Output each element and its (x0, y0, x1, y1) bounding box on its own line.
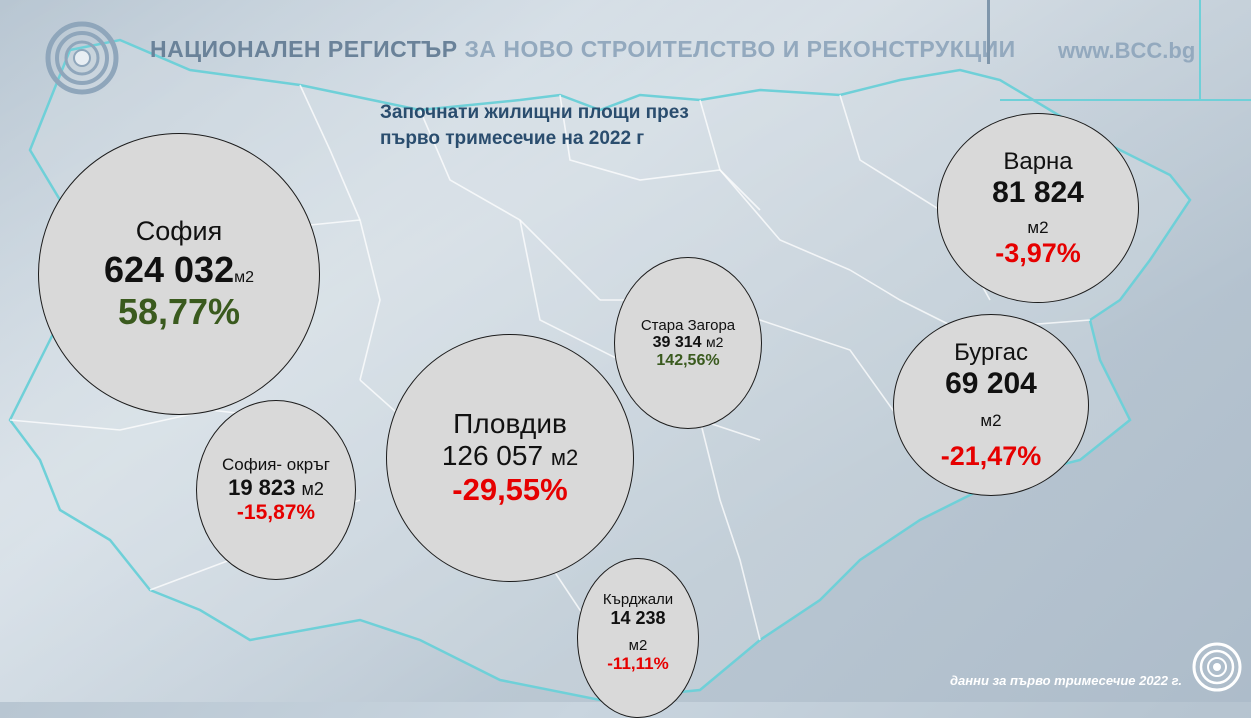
registry-title: НАЦИОНАЛЕН РЕГИСТЪР ЗА НОВО СТРОИТЕЛСТВО… (150, 36, 1016, 63)
city-name: София (135, 215, 223, 246)
value-unit: м2 (628, 636, 648, 654)
value-number: 14 238 (610, 607, 666, 628)
city-change: 58,77% (117, 290, 241, 332)
bcc-logo-icon (45, 21, 119, 95)
city-value: 126 057 м2 (442, 440, 578, 472)
page-subtitle: Започнати жилищни площи през първо триме… (380, 100, 689, 152)
value-unit: м2 (550, 445, 579, 470)
city-value: 39 314 м2 (653, 334, 724, 352)
city-change: 142,56% (656, 351, 720, 369)
value-number: 39 314 (652, 333, 702, 351)
subtitle-line2: първо тримесечие на 2022 г (380, 128, 645, 149)
bcc-logo-small-icon (1192, 642, 1242, 692)
city-name: Варна (1003, 147, 1073, 175)
footnote: данни за първо тримесечие 2022 г. (950, 673, 1183, 688)
bubble-burgas: Бургас 69 204 м2 -21,47% (893, 314, 1089, 496)
city-change: -11,11% (607, 653, 669, 673)
city-value: 624 032м2 (104, 249, 254, 291)
bubble-sofia: София 624 032м2 58,77% (38, 133, 320, 415)
value-unit: м2 (980, 410, 1002, 430)
value-number: 19 823 (228, 475, 296, 500)
header-divider (987, 0, 990, 64)
city-name: Кърджали (602, 590, 674, 608)
subtitle-line1: Започнати жилищни площи през (380, 102, 689, 123)
city-change: -29,55% (452, 472, 568, 507)
city-name: Стара Загора (640, 316, 736, 334)
value-number: 624 032 (103, 248, 235, 290)
website-link[interactable]: www.BCC.bg (1058, 38, 1196, 63)
bubble-kardzhali: Кърджали 14 238 м2 -11,11% (577, 558, 699, 718)
value-unit: м2 (301, 479, 324, 499)
registry-title-part1: НАЦИОНАЛЕН РЕГИСТЪР (150, 36, 458, 62)
value-number: 126 057 (441, 440, 544, 471)
city-change: -15,87% (236, 501, 316, 524)
bubble-stara-zagora: Стара Загора 39 314 м2 142,56% (614, 257, 762, 429)
value-unit: м2 (234, 268, 255, 286)
bubble-sofia-region: София- окръг 19 823 м2 -15,87% (196, 400, 356, 580)
value-number: 69 204 (945, 366, 1037, 400)
city-name: София- окръг (222, 455, 330, 474)
value-number: 81 824 (992, 175, 1084, 209)
value-unit: м2 (705, 333, 724, 350)
city-name: Пловдив (453, 408, 567, 439)
bubble-plovdiv: Пловдив 126 057 м2 -29,55% (386, 334, 634, 582)
city-change: -21,47% (940, 440, 1042, 471)
bubble-varna: Варна 81 824 м2 -3,97% (937, 113, 1139, 303)
value-unit: м2 (1027, 217, 1049, 237)
registry-title-part2: ЗА НОВО СТРОИТЕЛСТВО И РЕКОНСТРУКЦИИ (464, 36, 1016, 62)
city-name: Бургас (954, 338, 1028, 366)
city-value: 19 823 м2 (228, 475, 324, 501)
city-change: -3,97% (995, 237, 1081, 268)
